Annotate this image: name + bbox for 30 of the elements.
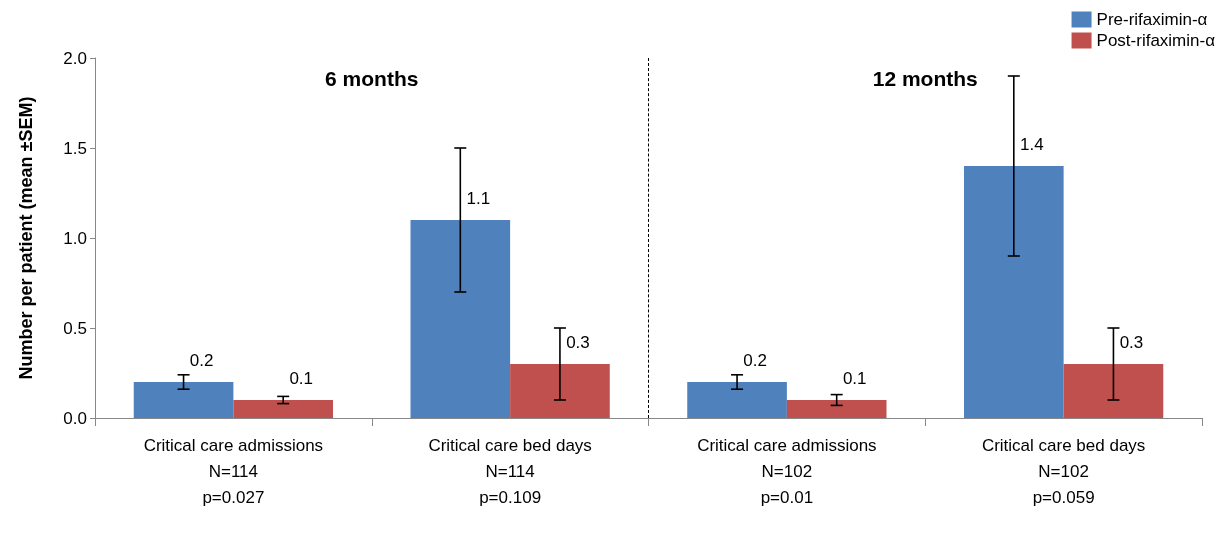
x-tick-label: Critical care bed days N=114 p=0.109 <box>428 435 592 507</box>
y-tick-label: 0.0 <box>63 408 87 428</box>
legend-label: Post-rifaximin-α <box>1096 31 1216 50</box>
x-tick-label: Critical care admissions N=102 p=0.01 <box>697 435 877 507</box>
bar <box>510 364 610 418</box>
bar <box>233 400 334 418</box>
annotation: 6 months <box>325 66 419 90</box>
data-label: 1.4 <box>1019 135 1044 154</box>
bar <box>687 382 787 418</box>
bar <box>964 166 1064 418</box>
data-label: 0.3 <box>566 333 590 352</box>
y-axis-title: Number per patient (mean ±SEM) <box>16 96 36 380</box>
legend-label: Pre-rifaximin-α <box>1096 10 1208 29</box>
bar <box>1063 364 1164 418</box>
data-label: 0.2 <box>743 351 767 370</box>
data-label: 0.1 <box>289 369 314 388</box>
data-label: 0.1 <box>842 369 867 388</box>
annotation: 12 months <box>872 66 978 90</box>
bar <box>410 220 511 418</box>
y-tick-label: 1.5 <box>63 138 87 158</box>
data-label: 0.3 <box>1119 333 1144 352</box>
data-label: 0.2 <box>189 351 214 370</box>
y-tick-label: 0.5 <box>63 318 87 338</box>
x-tick-label: Critical care admissions N=114 p=0.027 <box>143 435 324 507</box>
bar <box>786 400 887 418</box>
y-tick-label: 1.0 <box>63 228 87 248</box>
bar <box>133 382 234 418</box>
y-tick-label: 2.0 <box>63 48 87 68</box>
data-label: 1.1 <box>466 189 491 208</box>
x-tick-label: Critical care bed days N=102 p=0.059 <box>981 435 1146 507</box>
